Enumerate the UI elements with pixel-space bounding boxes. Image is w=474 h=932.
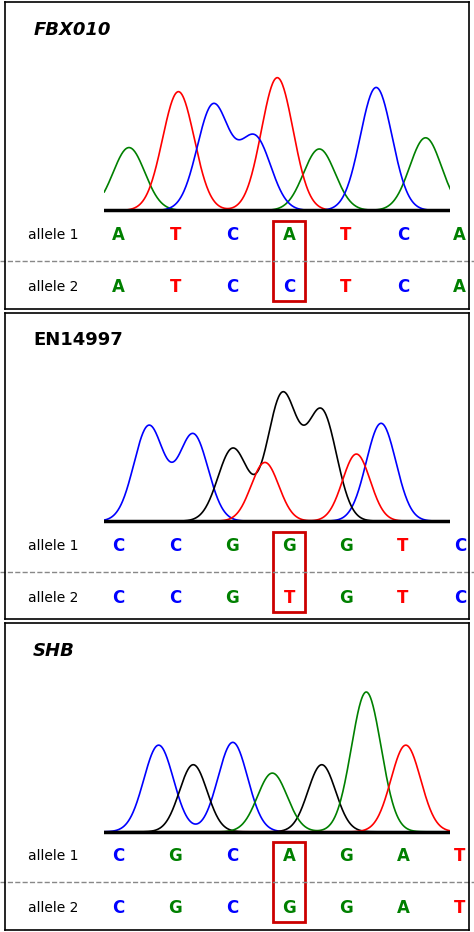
Text: A: A: [283, 847, 296, 865]
Text: allele 2: allele 2: [28, 901, 79, 915]
Text: G: G: [339, 847, 353, 865]
Text: T: T: [454, 847, 465, 865]
Text: C: C: [226, 899, 238, 917]
Text: G: G: [339, 537, 353, 555]
Text: A: A: [112, 226, 125, 244]
Text: G: G: [282, 537, 296, 555]
Text: SHB: SHB: [33, 642, 75, 660]
Text: G: G: [339, 589, 353, 607]
Text: A: A: [283, 226, 296, 244]
Text: C: C: [226, 278, 238, 296]
Text: A: A: [396, 847, 410, 865]
Text: A: A: [453, 278, 466, 296]
Text: T: T: [170, 226, 181, 244]
Text: C: C: [112, 537, 125, 555]
Text: G: G: [339, 899, 353, 917]
Text: EN14997: EN14997: [33, 332, 123, 350]
Text: A: A: [112, 278, 125, 296]
Text: T: T: [397, 589, 409, 607]
Text: C: C: [226, 226, 238, 244]
Bar: [273, 843, 305, 923]
Text: C: C: [283, 278, 295, 296]
Text: C: C: [454, 589, 466, 607]
Text: C: C: [454, 537, 466, 555]
Text: C: C: [112, 847, 125, 865]
Text: allele 1: allele 1: [28, 227, 79, 242]
Text: T: T: [397, 537, 409, 555]
Text: allele 1: allele 1: [28, 849, 79, 863]
Text: C: C: [226, 847, 238, 865]
Text: T: T: [283, 589, 295, 607]
Text: T: T: [170, 278, 181, 296]
Text: G: G: [168, 847, 182, 865]
Text: allele 2: allele 2: [28, 280, 79, 295]
Text: G: G: [225, 537, 239, 555]
Text: A: A: [453, 226, 466, 244]
Bar: [273, 531, 305, 611]
Text: C: C: [397, 226, 409, 244]
Text: allele 1: allele 1: [28, 539, 79, 553]
Text: G: G: [225, 589, 239, 607]
Text: C: C: [397, 278, 409, 296]
Text: T: T: [454, 899, 465, 917]
Text: FBX010: FBX010: [33, 21, 110, 39]
Text: allele 2: allele 2: [28, 591, 79, 605]
Text: T: T: [340, 226, 352, 244]
Text: C: C: [169, 537, 182, 555]
Text: G: G: [282, 899, 296, 917]
Text: C: C: [112, 899, 125, 917]
Text: A: A: [396, 899, 410, 917]
Text: C: C: [169, 589, 182, 607]
Text: C: C: [112, 589, 125, 607]
Bar: [273, 221, 305, 301]
Text: T: T: [340, 278, 352, 296]
Text: G: G: [168, 899, 182, 917]
